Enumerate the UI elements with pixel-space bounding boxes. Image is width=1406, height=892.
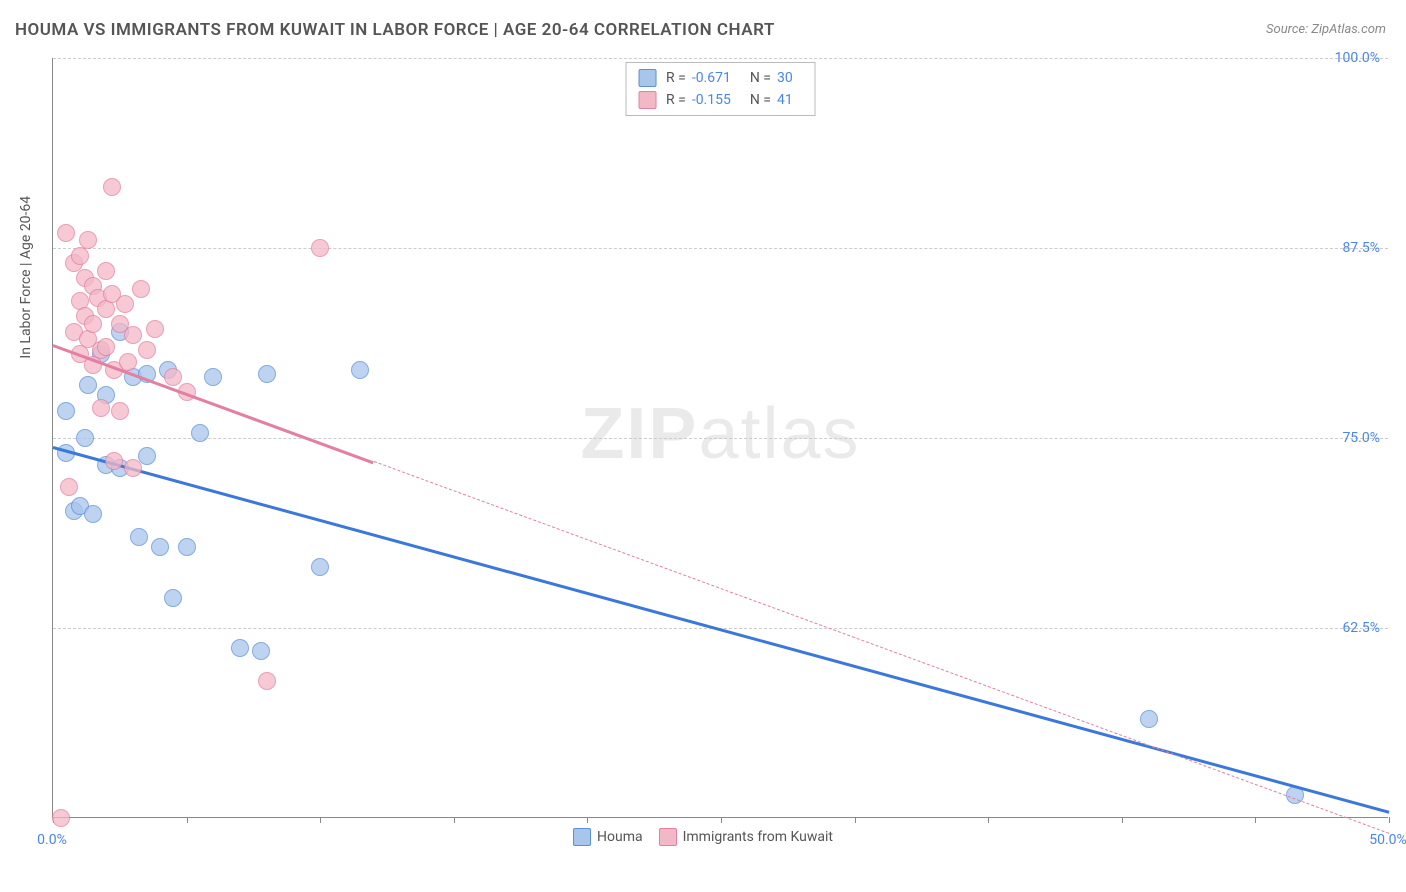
- trend-line-extrapolated: [373, 461, 1389, 834]
- r-label: R =: [666, 92, 686, 108]
- stats-legend-row: R = -0.671 N = 30: [638, 67, 803, 89]
- legend-swatch: [638, 69, 656, 87]
- n-value: 41: [777, 92, 803, 108]
- data-point: [57, 224, 75, 242]
- watermark-bold: ZIP: [580, 393, 698, 473]
- x-tick: [988, 817, 989, 823]
- series-legend: Houma Immigrants from Kuwait: [573, 828, 833, 846]
- r-value: -0.671: [692, 70, 740, 86]
- watermark: ZIPatlas: [580, 392, 860, 474]
- legend-swatch: [659, 828, 677, 846]
- x-tick: [454, 817, 455, 823]
- y-tick-label: 75.0%: [1342, 430, 1380, 446]
- plot-area: ZIPatlas R = -0.671 N = 30 R = -0.155 N = 41 62…: [52, 58, 1388, 818]
- gridline: [53, 438, 1388, 439]
- data-point: [311, 558, 329, 576]
- source-attribution: Source: ZipAtlas.com: [1266, 22, 1386, 37]
- data-point: [84, 315, 102, 333]
- data-point: [311, 239, 329, 257]
- data-point: [105, 452, 123, 470]
- x-tick-label: 50.0%: [1369, 832, 1406, 848]
- data-point: [146, 320, 164, 338]
- y-tick-label: 87.5%: [1342, 240, 1380, 256]
- x-tick: [855, 817, 856, 823]
- n-label: N =: [750, 92, 771, 108]
- data-point: [111, 402, 129, 420]
- correlation-chart: HOUMA VS IMMIGRANTS FROM KUWAIT IN LABOR…: [0, 0, 1406, 892]
- x-tick: [187, 817, 188, 823]
- data-point: [57, 402, 75, 420]
- data-point: [130, 528, 148, 546]
- data-point: [124, 326, 142, 344]
- data-point: [84, 505, 102, 523]
- data-point: [103, 178, 121, 196]
- series-legend-item: Houma: [573, 828, 643, 846]
- data-point: [97, 262, 115, 280]
- data-point: [258, 672, 276, 690]
- data-point: [52, 809, 70, 827]
- data-point: [79, 376, 97, 394]
- x-tick-label: 0.0%: [37, 832, 67, 848]
- chart-title: HOUMA VS IMMIGRANTS FROM KUWAIT IN LABOR…: [15, 20, 775, 40]
- data-point: [79, 231, 97, 249]
- data-point: [132, 280, 150, 298]
- data-point: [191, 424, 209, 442]
- data-point: [258, 365, 276, 383]
- r-value: -0.155: [692, 92, 740, 108]
- data-point: [124, 459, 142, 477]
- data-point: [164, 589, 182, 607]
- n-value: 30: [777, 70, 803, 86]
- series-legend-label: Immigrants from Kuwait: [683, 829, 833, 845]
- r-label: R =: [666, 70, 686, 86]
- data-point: [164, 368, 182, 386]
- data-point: [231, 639, 249, 657]
- gridline: [53, 248, 1388, 249]
- data-point: [204, 368, 222, 386]
- series-legend-label: Houma: [597, 829, 643, 845]
- x-tick: [320, 817, 321, 823]
- stats-legend: R = -0.671 N = 30 R = -0.155 N = 41: [625, 62, 816, 116]
- data-point: [60, 478, 78, 496]
- data-point: [252, 642, 270, 660]
- n-label: N =: [750, 70, 771, 86]
- y-tick-label: 62.5%: [1342, 620, 1380, 636]
- stats-legend-row: R = -0.155 N = 41: [638, 89, 803, 111]
- x-tick: [721, 817, 722, 823]
- gridline: [53, 58, 1388, 59]
- y-axis-label: In Labor Force | Age 20-64: [18, 196, 34, 359]
- legend-swatch: [573, 828, 591, 846]
- x-tick: [1389, 817, 1390, 823]
- x-tick: [587, 817, 588, 823]
- data-point: [1140, 710, 1158, 728]
- data-point: [92, 399, 110, 417]
- x-tick: [1122, 817, 1123, 823]
- data-point: [138, 341, 156, 359]
- watermark-light: atlas: [698, 393, 860, 473]
- data-point: [351, 361, 369, 379]
- trend-line: [53, 446, 1390, 814]
- data-point: [178, 538, 196, 556]
- y-tick-label: 100.0%: [1335, 50, 1380, 66]
- data-point: [151, 538, 169, 556]
- series-legend-item: Immigrants from Kuwait: [659, 828, 833, 846]
- legend-swatch: [638, 91, 656, 109]
- x-tick: [1255, 817, 1256, 823]
- data-point: [116, 295, 134, 313]
- data-point: [97, 338, 115, 356]
- data-point: [76, 429, 94, 447]
